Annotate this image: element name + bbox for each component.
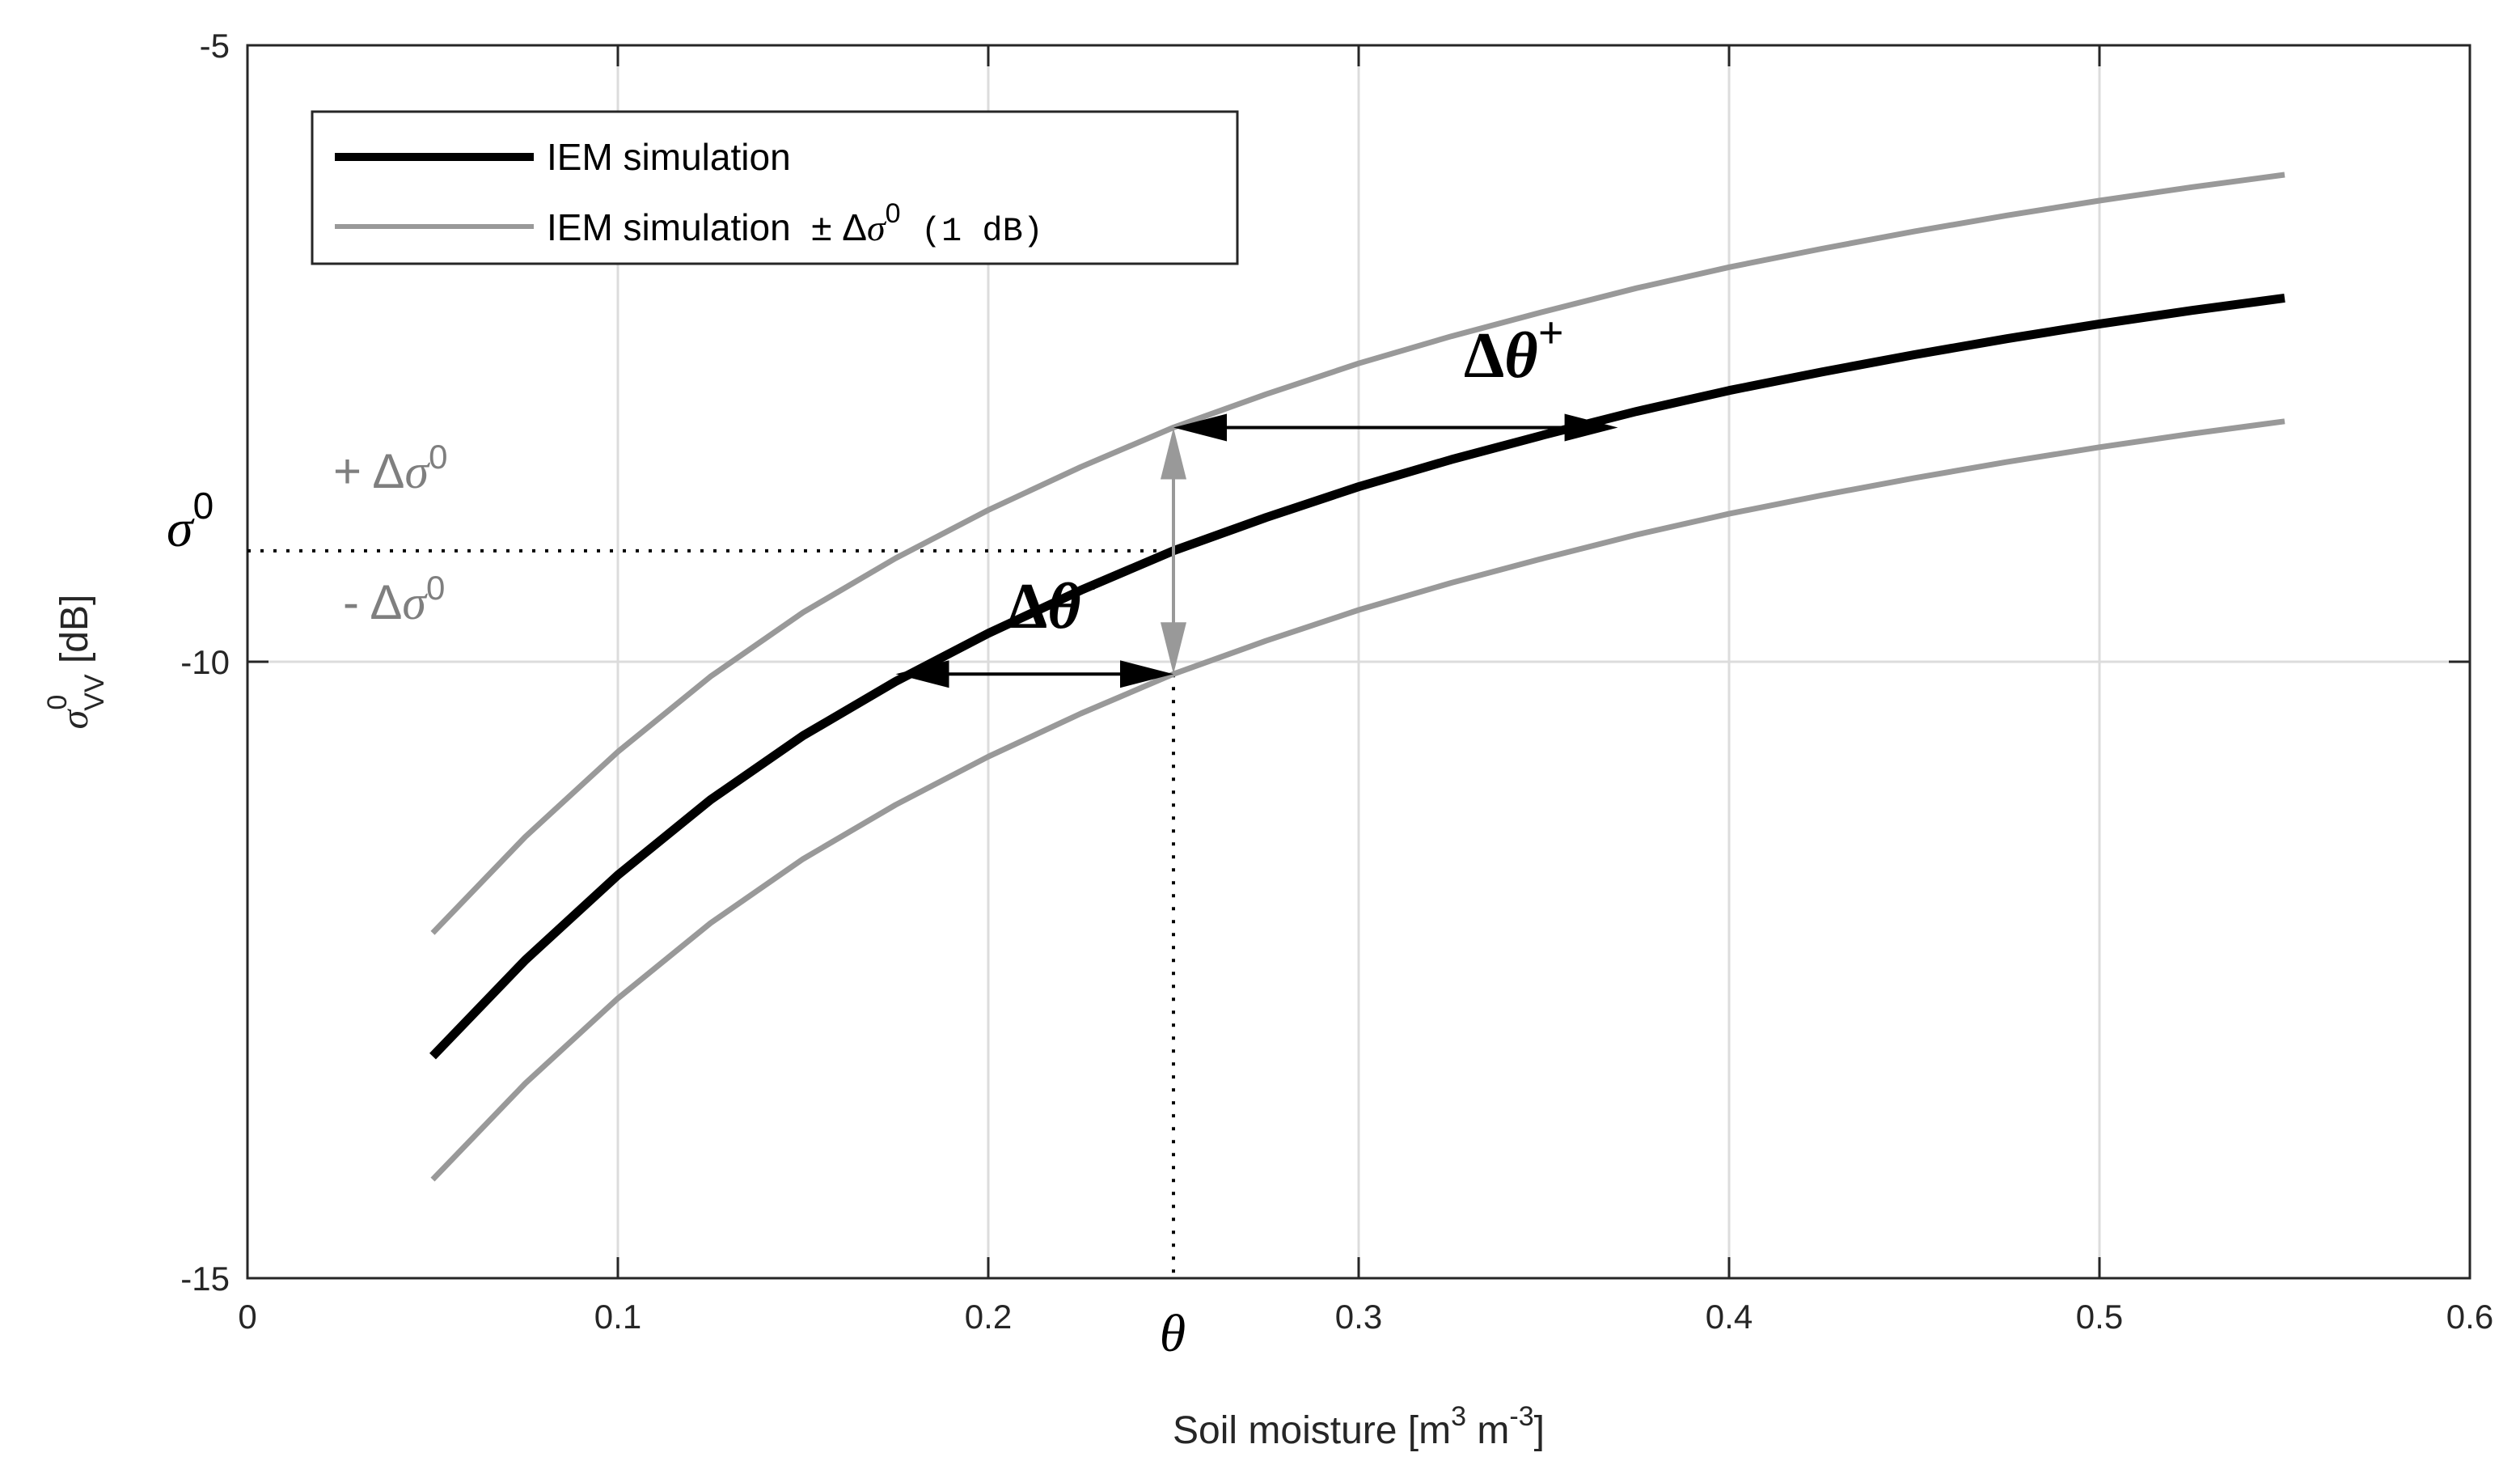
delta-theta-plus-head-right: [1564, 413, 1618, 442]
sigma0-label: σ0: [167, 485, 214, 558]
x-tick-label: 0.5: [2076, 1298, 2123, 1336]
y-tick-label: -15: [180, 1260, 230, 1298]
legend-box: [311, 110, 1239, 265]
x-axis-title: Soil moisture [m3 m-3]: [1173, 1401, 1545, 1452]
y-tick-label: -5: [200, 27, 230, 65]
delta-theta-plus-label: Δθ+: [1464, 308, 1564, 392]
delta-theta-minus-head-left: [895, 660, 949, 688]
x-tick-label: 0.3: [1335, 1298, 1382, 1336]
delta-theta-minus-head-right: [1120, 660, 1173, 688]
axis-ticks: 0 0.1 0.2 0.3 0.4 0.5 0.6 -5 -10 -15: [180, 27, 2493, 1336]
legend-label-iem: IEM simulation: [547, 136, 791, 178]
legend: IEM simulation IEM simulation ± Δσ0 (1 d…: [311, 110, 1239, 265]
series-lines: [429, 172, 2285, 1182]
iem-simulation-line: [429, 293, 2285, 1060]
delta-theta-minus-label: Δθ-: [1007, 559, 1096, 642]
iem-upper-bound-line: [430, 172, 2285, 935]
x-tick-label: 0: [238, 1298, 256, 1336]
delta-sigma-arrow-head-down: [1161, 622, 1186, 675]
y-tick-label: -10: [180, 643, 230, 681]
delta-theta-plus-head-left: [1173, 413, 1227, 442]
plus-delta-sigma-label: + Δσ0: [333, 438, 447, 498]
legend-label-iem-bounds: IEM simulation ± Δσ0 (1 dB): [547, 198, 1043, 251]
y-axis-title: σ0 VV [dB]: [42, 595, 110, 730]
x-tick-label: 0.6: [2446, 1298, 2493, 1336]
x-tick-label: 0.2: [965, 1298, 1012, 1336]
delta-sigma-arrow-head-up: [1161, 427, 1186, 480]
x-tick-label: 0.1: [594, 1298, 641, 1336]
annotation-arrows: [895, 413, 1618, 688]
minus-delta-sigma-label: - Δσ0: [343, 569, 445, 629]
iem-lower-bound-line: [430, 418, 2285, 1182]
x-tick-label: 0.4: [1706, 1298, 1753, 1336]
theta-label: θ: [1160, 1304, 1186, 1363]
